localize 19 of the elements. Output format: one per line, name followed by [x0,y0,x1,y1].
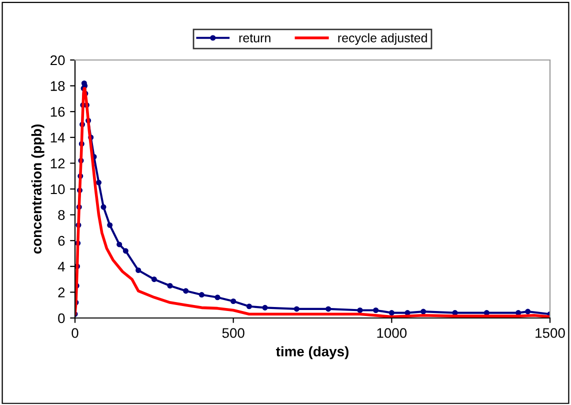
y-tick-label: 12 [50,158,65,168]
y-tick-label: 6 [58,236,65,246]
y-tick-label: 18 [50,81,65,91]
y-tick-label: 4 [58,262,65,272]
x-tick-label: 1500 [536,328,565,338]
x-tick-label: 500 [222,328,244,338]
y-axis-title: concentration (ppb) [31,124,44,254]
x-tick-label: 1000 [377,328,407,338]
legend-label: return [239,34,270,42]
y-tick-label: 20 [50,55,65,66]
y-tick-label: 2 [58,288,65,298]
y-tick-label: 0 [58,313,65,324]
legend-label: recycle adjusted [338,33,427,45]
x-axis-title: time (days) [276,346,348,360]
y-tick-label: 10 [50,184,65,194]
y-tick-label: 8 [58,210,65,220]
y-tick-label: 14 [50,132,65,142]
x-tick-label: 0 [72,328,78,338]
y-tick-label: 16 [50,106,65,117]
